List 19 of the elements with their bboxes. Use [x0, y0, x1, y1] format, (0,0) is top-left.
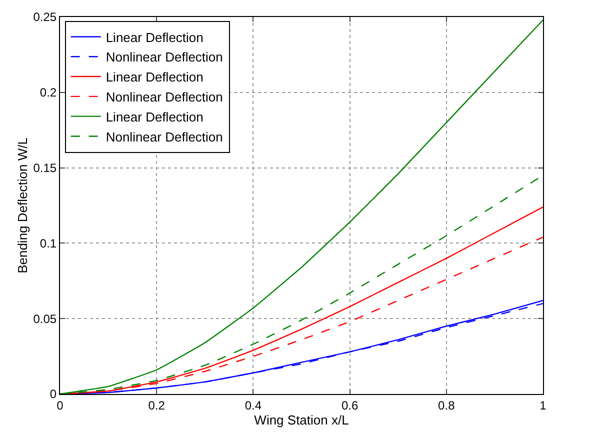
legend-label: Linear Deflection [106, 109, 204, 124]
x-tick-label: 0.6 [341, 398, 358, 412]
x-axis-title: Wing Station x/L [254, 412, 349, 428]
legend-label: Nonlinear Deflection [106, 129, 223, 144]
legend-label: Linear Deflection [106, 30, 204, 45]
legend-label: Nonlinear Deflection [106, 50, 223, 65]
y-tick-label: 0.05 [33, 312, 57, 326]
y-tick-label: 0.1 [40, 236, 57, 250]
x-tick-label: 0.8 [438, 398, 456, 412]
x-tick-label: 0.2 [148, 398, 166, 412]
x-tick-label: 0.4 [244, 398, 262, 412]
y-axis-title: Bending Deflection W/L [15, 138, 30, 274]
x-tick-label: 1 [540, 398, 547, 412]
y-tick-label: 0 [50, 387, 57, 402]
y-tick-label: 0.15 [33, 161, 57, 175]
legend-label: Linear Deflection [106, 70, 204, 85]
y-tick-label: 0.25 [33, 10, 57, 24]
legend-label: Nonlinear Deflection [106, 89, 223, 104]
y-tick-label: 0.2 [40, 86, 57, 100]
